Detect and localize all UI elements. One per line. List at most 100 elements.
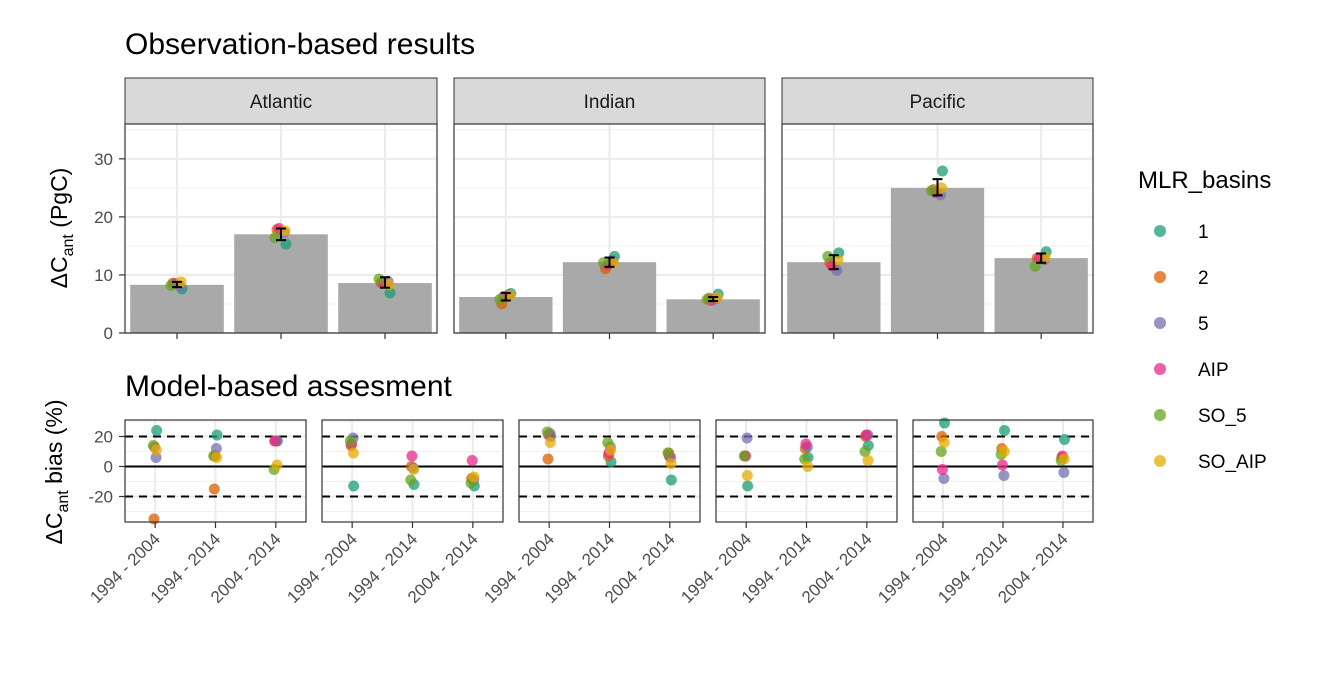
obs-panel-indian: Indian <box>453 77 766 339</box>
legend-swatch <box>1154 271 1166 283</box>
data-point <box>280 238 292 250</box>
y-tick-label: 0 <box>104 324 113 343</box>
data-point <box>938 473 950 484</box>
data-point <box>741 470 753 481</box>
y-tick-label: 30 <box>94 150 113 169</box>
data-point <box>542 453 554 465</box>
data-point <box>802 461 814 472</box>
data-point <box>271 459 283 471</box>
legend-swatch <box>1154 455 1166 467</box>
data-point <box>999 425 1010 436</box>
legend-item: 2 <box>1154 268 1209 289</box>
y-tick-label: 20 <box>94 208 113 227</box>
legend-item: SO_5 <box>1154 406 1247 427</box>
facet-label: Indian <box>584 92 636 113</box>
data-point <box>662 447 674 459</box>
data-point <box>1058 467 1070 478</box>
data-point <box>800 438 812 450</box>
data-point <box>269 232 281 244</box>
legend-swatch <box>1154 409 1166 421</box>
legend-label: 1 <box>1198 222 1209 243</box>
y-axis-label-bottom: ΔCant bias (%) <box>41 400 72 545</box>
y-tick-label: 10 <box>94 266 113 285</box>
data-point <box>822 250 834 262</box>
data-point <box>701 293 713 305</box>
bar <box>890 187 985 333</box>
data-point <box>742 480 754 492</box>
data-point <box>211 452 223 463</box>
data-point <box>269 435 281 447</box>
legend-label: 5 <box>1198 314 1209 335</box>
data-point <box>665 474 677 486</box>
y-tick-label: 20 <box>94 428 113 447</box>
data-point <box>373 273 385 285</box>
data-point <box>862 455 874 466</box>
data-point <box>541 426 553 438</box>
data-point <box>344 435 356 447</box>
y-tick-label: -20 <box>88 488 113 507</box>
bar <box>338 283 432 333</box>
data-point <box>937 165 948 177</box>
facet-strip <box>781 77 1094 125</box>
legend-swatch <box>1154 225 1166 237</box>
data-point <box>1039 252 1051 264</box>
data-point <box>384 287 396 299</box>
data-point <box>998 470 1010 481</box>
legend: MLR_basins 1 2 5 AIP SO_5 SO_AIP <box>1138 167 1271 473</box>
legend-item: 5 <box>1154 314 1209 335</box>
bar <box>562 262 657 333</box>
data-point <box>936 182 947 194</box>
data-point <box>938 437 950 448</box>
data-point <box>738 450 750 462</box>
legend-label: 2 <box>1198 268 1209 289</box>
data-point <box>347 447 359 459</box>
data-point <box>208 483 220 495</box>
facet-strip <box>124 77 438 125</box>
facet-label: Pacific <box>910 92 966 113</box>
data-point <box>939 417 950 429</box>
legend-label: SO_5 <box>1198 406 1247 427</box>
legend-label: AIP <box>1198 360 1229 381</box>
data-point <box>406 450 418 462</box>
data-point <box>348 480 360 492</box>
legend-item: 1 <box>1154 222 1209 243</box>
legend-item: AIP <box>1154 360 1229 381</box>
data-point <box>935 446 947 457</box>
obs-panel-atlantic: Atlantic <box>124 77 438 339</box>
data-point <box>665 458 677 469</box>
legend-swatch <box>1154 363 1166 375</box>
facet-strip <box>453 77 766 125</box>
bottom-title: Model-based assesment <box>125 370 453 403</box>
data-point <box>998 446 1010 457</box>
legend-swatch <box>1154 317 1166 329</box>
facet-label: Atlantic <box>250 92 312 113</box>
bar <box>994 258 1088 333</box>
bar <box>234 234 328 333</box>
data-point <box>605 444 617 456</box>
data-point <box>150 444 162 456</box>
data-point <box>468 471 480 483</box>
data-point <box>859 446 871 457</box>
data-point <box>211 429 223 441</box>
top-title: Observation-based results <box>125 28 475 61</box>
data-point <box>148 513 160 525</box>
data-point <box>1059 434 1070 445</box>
data-point <box>405 474 417 486</box>
data-point <box>741 432 753 444</box>
data-point <box>1058 453 1070 465</box>
data-point <box>408 464 420 475</box>
obs-panel-pacific: Pacific <box>781 77 1094 339</box>
data-point <box>860 429 872 441</box>
y-axis-label-top: ΔCant (PgC) <box>46 168 77 289</box>
data-point <box>996 459 1008 471</box>
legend-label: SO_AIP <box>1198 452 1267 473</box>
data-point <box>936 464 948 475</box>
data-point <box>494 293 506 305</box>
data-point <box>598 257 609 269</box>
